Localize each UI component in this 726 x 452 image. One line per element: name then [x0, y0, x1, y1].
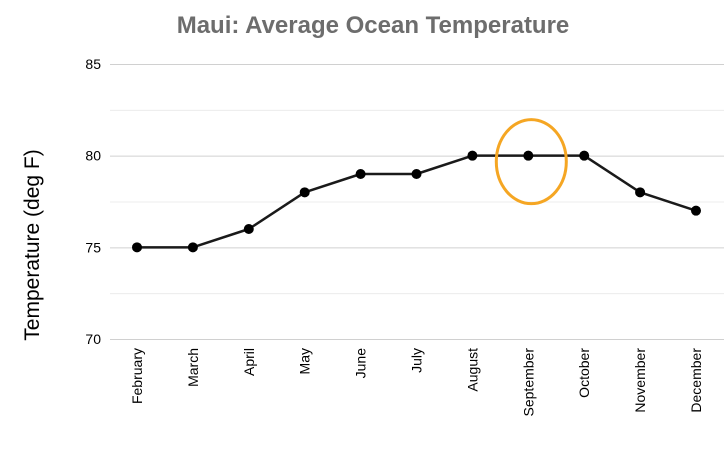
x-tick-label: February	[129, 348, 145, 404]
x-tick-label: June	[353, 348, 369, 379]
x-tick-label: March	[185, 348, 201, 387]
highlight-circle	[494, 118, 568, 206]
y-tick-label: 80	[85, 148, 101, 164]
data-point	[411, 169, 422, 179]
y-axis-ticks: 70 75 80 85	[85, 56, 101, 347]
y-tick-label: 70	[85, 331, 101, 347]
chart-title: Maui: Average Ocean Temperature	[176, 12, 570, 39]
data-point	[467, 150, 478, 161]
x-tick-label: September	[520, 348, 536, 417]
highlight-layer	[494, 118, 568, 206]
x-axis-ticks: February March April May June July August Septe…	[129, 348, 704, 417]
data-point	[299, 187, 310, 198]
x-tick-label: December	[688, 348, 704, 413]
x-tick-label: November	[632, 348, 648, 413]
data-point	[691, 205, 701, 216]
gridlines	[110, 64, 724, 340]
series-layer	[132, 150, 701, 253]
x-tick-label: April	[241, 348, 257, 376]
x-tick-label: October	[576, 348, 592, 398]
data-point	[579, 150, 590, 161]
data-point	[243, 224, 254, 234]
data-point	[523, 150, 534, 161]
data-point	[187, 242, 198, 253]
data-point	[635, 187, 646, 198]
y-tick-label: 85	[85, 56, 101, 72]
y-tick-label: 75	[85, 239, 101, 255]
data-point	[132, 242, 142, 253]
y-axis-title: Temperature (deg F)	[21, 149, 44, 340]
x-tick-label: July	[409, 348, 425, 373]
data-point	[355, 169, 366, 179]
x-tick-label: May	[297, 348, 313, 374]
x-tick-label: August	[464, 348, 480, 392]
